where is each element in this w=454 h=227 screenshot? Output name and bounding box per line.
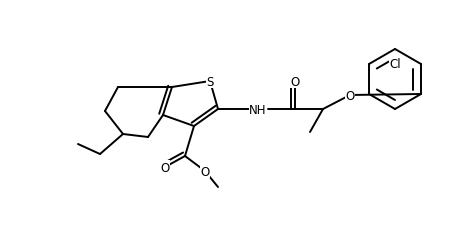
Text: O: O	[291, 75, 300, 88]
Text: O: O	[200, 165, 210, 178]
Text: Cl: Cl	[389, 58, 401, 71]
Text: O: O	[345, 89, 355, 102]
Text: O: O	[160, 161, 170, 174]
Text: S: S	[206, 75, 214, 88]
Text: NH: NH	[249, 103, 267, 116]
